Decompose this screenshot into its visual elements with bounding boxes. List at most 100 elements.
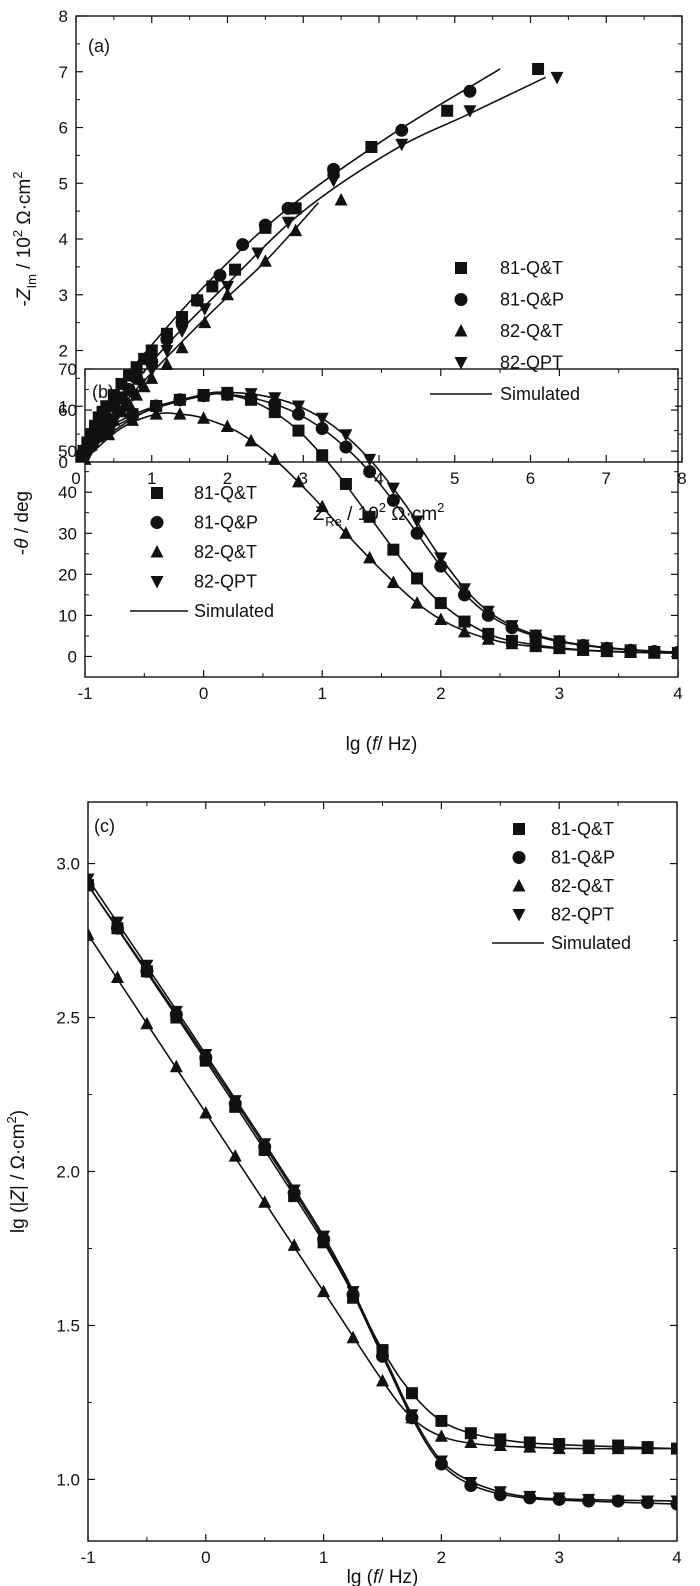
chart-a-legend-marker: [454, 357, 468, 370]
chart-b-point-square: [434, 597, 447, 610]
chart-a-panel-label: (a): [88, 36, 110, 56]
chart-b-ytick-label: 60: [58, 401, 77, 420]
chart-b-point-triangle-up: [268, 452, 282, 465]
chart-c-fit-line-0: [88, 884, 677, 1450]
chart-c-point-triangle-down: [641, 1495, 655, 1508]
chart-b-point-square: [316, 449, 329, 462]
chart-a-point-triangle-down: [251, 247, 265, 260]
chart-a-legend-label: 82-QPT: [500, 353, 563, 373]
chart-a-ytick-label: 7: [59, 63, 68, 82]
chart-c-point-triangle-up: [670, 1441, 677, 1455]
chart-c-legend-marker: [512, 909, 526, 922]
chart-b-x-axis-title: lg (f/ Hz): [346, 734, 418, 755]
chart-a-point-triangle-down: [133, 378, 147, 391]
chart-b-legend-label: 81-Q&T: [194, 483, 257, 503]
chart-b-point-triangle-down: [576, 639, 590, 652]
chart-b-xtick-label: 1: [317, 684, 326, 703]
chart-c-point-triangle-up: [523, 1440, 537, 1453]
chart-a-legend-label: 81-Q&T: [500, 258, 563, 278]
chart-c-point-triangle-up: [464, 1435, 478, 1448]
chart-c-legend-label: 81-Q&P: [551, 848, 615, 868]
chart-b-point-triangle-down: [434, 552, 448, 565]
chart-b-point-square: [292, 424, 305, 437]
chart-c-ytick-label: 2.0: [56, 1163, 80, 1182]
chart-c-point-triangle-down: [552, 1492, 566, 1505]
chart-a-plot-area: [76, 62, 564, 462]
chart-c-point-triangle-down: [317, 1230, 331, 1244]
chart-c-point-triangle-up: [199, 1105, 213, 1119]
chart-a-point-triangle-down: [118, 400, 132, 414]
chart-c-point-triangle-down: [287, 1184, 301, 1197]
chart-c-xtick-label: 2: [437, 1548, 446, 1567]
chart-a-xtick-label: 7: [602, 469, 611, 488]
chart-b-point-triangle-down: [268, 392, 282, 405]
chart-b-point-triangle-down: [197, 388, 211, 402]
chart-c-point-triangle-down: [88, 873, 95, 886]
chart-c-ytick-label: 1.0: [56, 1470, 80, 1489]
chart-b-ytick-label: 0: [68, 647, 77, 666]
chart-b-point-triangle-up: [386, 575, 400, 589]
chart-b-point-triangle-up: [315, 499, 329, 513]
chart-c-point-triangle-up: [88, 927, 95, 940]
chart-b-xtick-label: 2: [436, 684, 445, 703]
chart-b-point-triangle-up: [339, 526, 353, 539]
chart-c-point-triangle-down: [434, 1455, 448, 1468]
chart-b-point-triangle-up: [552, 641, 566, 655]
chart-c-point-triangle-up: [346, 1330, 360, 1344]
chart-a-xtick-label: 4: [374, 469, 383, 488]
chart-a-xtick-label: 2: [223, 469, 232, 488]
chart-c-point-triangle-down: [611, 1495, 625, 1508]
chart-a-point-triangle-down: [221, 280, 234, 294]
chart-a-x-axis-title: ZRe / 102 Ω·cm2: [313, 500, 445, 529]
chart-c-legend-label: 82-Q&T: [551, 876, 614, 896]
chart-c-point-triangle-up: [110, 970, 124, 984]
chart-c-point-triangle-up: [228, 1149, 242, 1162]
chart-b-point-triangle-down: [149, 402, 163, 416]
chart-c-xtick-label: 1: [319, 1548, 328, 1567]
chart-a: 0 1 2 3 4 5 6 7 8 0 1 2 3 4 5 6 7 8 (a) ZRe / 102 Ω·cm2 -ZIm…: [10, 7, 687, 529]
chart-b-legend-label: Simulated: [194, 601, 274, 621]
chart-a-point-triangle-down: [198, 303, 212, 316]
chart-a-point-square: [441, 104, 454, 117]
chart-c-point-triangle-up: [434, 1429, 448, 1442]
chart-c-point-triangle-down: [199, 1048, 213, 1062]
chart-a-legend-marker: [455, 262, 467, 274]
chart-b-point-circle: [434, 559, 448, 573]
chart-a-point-triangle-up: [334, 192, 348, 206]
chart-a-point-square: [123, 369, 136, 382]
chart-b-ytick-label: 40: [58, 483, 77, 502]
chart-a-legend-label: 82-Q&T: [500, 321, 563, 341]
chart-a-xtick-label: 6: [526, 469, 535, 488]
chart-c-point-triangle-up: [317, 1284, 331, 1298]
chart-c-point-triangle-up: [641, 1441, 655, 1455]
chart-c-ytick-label: 2.5: [56, 1009, 80, 1028]
chart-b-point-triangle-down: [624, 644, 638, 657]
chart-c-fit-line-1: [88, 884, 677, 1505]
chart-a-ytick-label: 4: [59, 230, 68, 249]
chart-c-panel-label: (c): [94, 816, 115, 836]
chart-c-y-axis-title: lg (|Z| / Ω·cm2): [4, 1110, 29, 1233]
chart-b-point-triangle-down: [529, 629, 543, 643]
chart-b-point-triangle-down: [552, 635, 566, 648]
chart-b-point-triangle-down: [125, 412, 139, 426]
chart-a-point-square: [145, 344, 158, 357]
chart-b-legend-label: 82-Q&T: [194, 542, 257, 562]
chart-c-legend: 81-Q&T 81-Q&P 82-Q&T 82-QPT Simulated: [492, 819, 631, 953]
chart-b-legend-marker: [150, 545, 164, 558]
chart-a-point-triangle-down: [175, 325, 189, 338]
chart-b-point-circle: [363, 465, 377, 479]
chart-a-ytick-label: 8: [59, 7, 68, 26]
chart-a-legend: 81-Q&T 81-Q&P 82-Q&T 82-QPT Simulated: [430, 258, 580, 404]
chart-c-xtick-label: 0: [201, 1548, 210, 1567]
chart-a-point-square: [229, 263, 242, 276]
chart-b-plot-area: [85, 386, 678, 660]
chart-c-point-square: [405, 1387, 418, 1400]
chart-a-ytick-label: 6: [59, 119, 68, 138]
chart-c-point-triangle-down: [464, 1476, 478, 1490]
chart-b-ytick-label: 30: [58, 524, 77, 543]
chart-b-xtick-label: 4: [673, 684, 682, 703]
chart-c-point-square: [435, 1414, 448, 1427]
chart-c-legend-marker: [512, 879, 526, 892]
chart-c-ytick-label: 3.0: [56, 855, 80, 874]
